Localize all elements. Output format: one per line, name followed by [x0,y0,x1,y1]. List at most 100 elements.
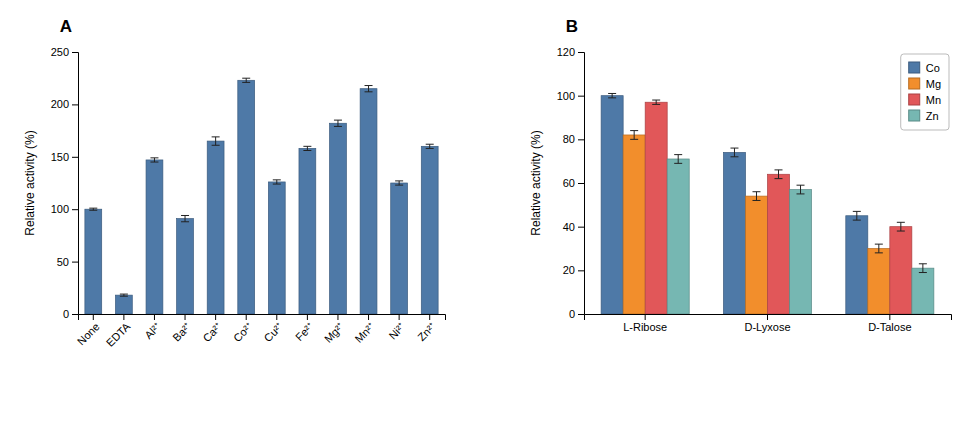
error-bar-cap [897,231,905,232]
bar [623,135,645,314]
error-bar-cap [120,294,128,295]
error-bar-cap [89,210,97,211]
tick: 120 [557,46,584,58]
error-bar-cap [652,104,660,105]
error-bar-cap [875,244,883,245]
tick-label: Ca²⁺ [200,320,224,344]
error-bar [89,208,97,210]
error-bar-line [276,180,277,184]
error-bar [334,120,342,126]
tick: Cu²⁺ [261,314,285,344]
tick: D-Lyxose [744,314,790,333]
tick-mark [337,314,338,320]
tick-mark [578,96,584,97]
tick-label: Mn²⁺ [352,320,377,345]
bar-series [645,100,912,314]
error-bar [608,93,616,97]
chart: 050100150200250NoneEDTAAl²⁺Ba²⁺Ca²⁺Co²⁺C… [0,0,971,436]
tick-label: 20 [563,264,575,276]
tick: 250 [51,46,78,58]
tick-label: L-Ribose [623,321,667,333]
bar [360,89,377,314]
error-bar-line [399,181,400,185]
tick-label: 120 [557,46,575,58]
tick-mark [123,314,124,320]
bar-series [667,155,934,314]
tick: 50 [57,256,78,268]
error-bar-cap [365,85,373,86]
error-bar-cap [608,93,616,94]
error-bar-line [337,120,338,126]
axis-line [585,315,952,321]
tick-mark [578,139,584,140]
tick: 20 [563,264,584,276]
legend-entry: Mn [909,94,941,106]
error-bar [775,170,783,179]
tick-label: EDTA [104,320,133,349]
tick: 0 [63,308,78,320]
tick-label: 50 [57,256,69,268]
legend-label: Zn [926,110,939,122]
legend: Co Mg Mn Zn [901,54,949,130]
error-bar-cap [334,120,342,121]
axis-line [79,315,446,321]
error-bar [875,244,883,253]
y-axis-title: Relative activity (%) [529,130,543,235]
tick-mark [72,104,78,105]
error-bar-cap [652,100,660,101]
error-bar-cap [919,263,927,264]
tick: Al²⁺ [142,314,163,341]
bar [768,174,790,314]
error-bar [120,294,128,296]
bar [207,141,224,314]
error-bar-line [878,244,879,253]
error-bar-line [215,137,216,145]
tick-mark [72,52,78,53]
legend-entry: Co [909,62,940,74]
error-bar-line [246,78,247,82]
tick-mark [578,52,584,53]
error-bar [150,158,158,162]
tick: EDTA [104,314,133,349]
error-bar [212,137,220,145]
error-bar-cap [797,193,805,194]
tick-label: 0 [63,308,69,320]
legend-label: Mg [926,78,941,90]
tick-label: D-Talose [868,321,911,333]
tick-label: 100 [51,203,69,215]
error-bar-cap [797,185,805,186]
legend-swatch [909,110,920,121]
tick-label: Ni²⁺ [386,320,407,341]
error-bar-cap [273,179,281,180]
bar [421,146,438,314]
bar [645,102,667,314]
tick: 100 [557,90,584,102]
error-bar-cap [775,169,783,170]
plot-area [601,93,934,314]
tick: 150 [51,151,78,163]
error-bar-line [612,93,613,97]
y-axis: 020406080100120 [557,46,585,320]
bar [268,182,285,314]
bar [667,159,689,314]
tick: Ba²⁺ [170,314,193,344]
tick: None [75,314,102,347]
error-bar [426,144,434,148]
x-axis: NoneEDTAAl²⁺Ba²⁺Ca²⁺Co²⁺Cu²⁺Fe²⁺Mg²⁺Mn²⁺… [75,314,446,349]
error-bar [630,131,638,140]
legend-entry: Zn [909,110,939,122]
error-bar-line [856,211,857,220]
tick: 40 [563,221,584,233]
legend-label: Co [926,62,940,74]
axis-line [578,53,585,315]
tick-mark [578,183,584,184]
tick-mark [399,314,400,320]
error-bar [797,185,805,194]
tick-label: 200 [51,98,69,110]
error-bar [181,215,189,221]
error-bar-cap [426,144,434,145]
tick-label: 250 [51,46,69,58]
tick-mark [578,270,584,271]
error-bar [674,155,682,164]
error-bar-line [734,148,735,157]
